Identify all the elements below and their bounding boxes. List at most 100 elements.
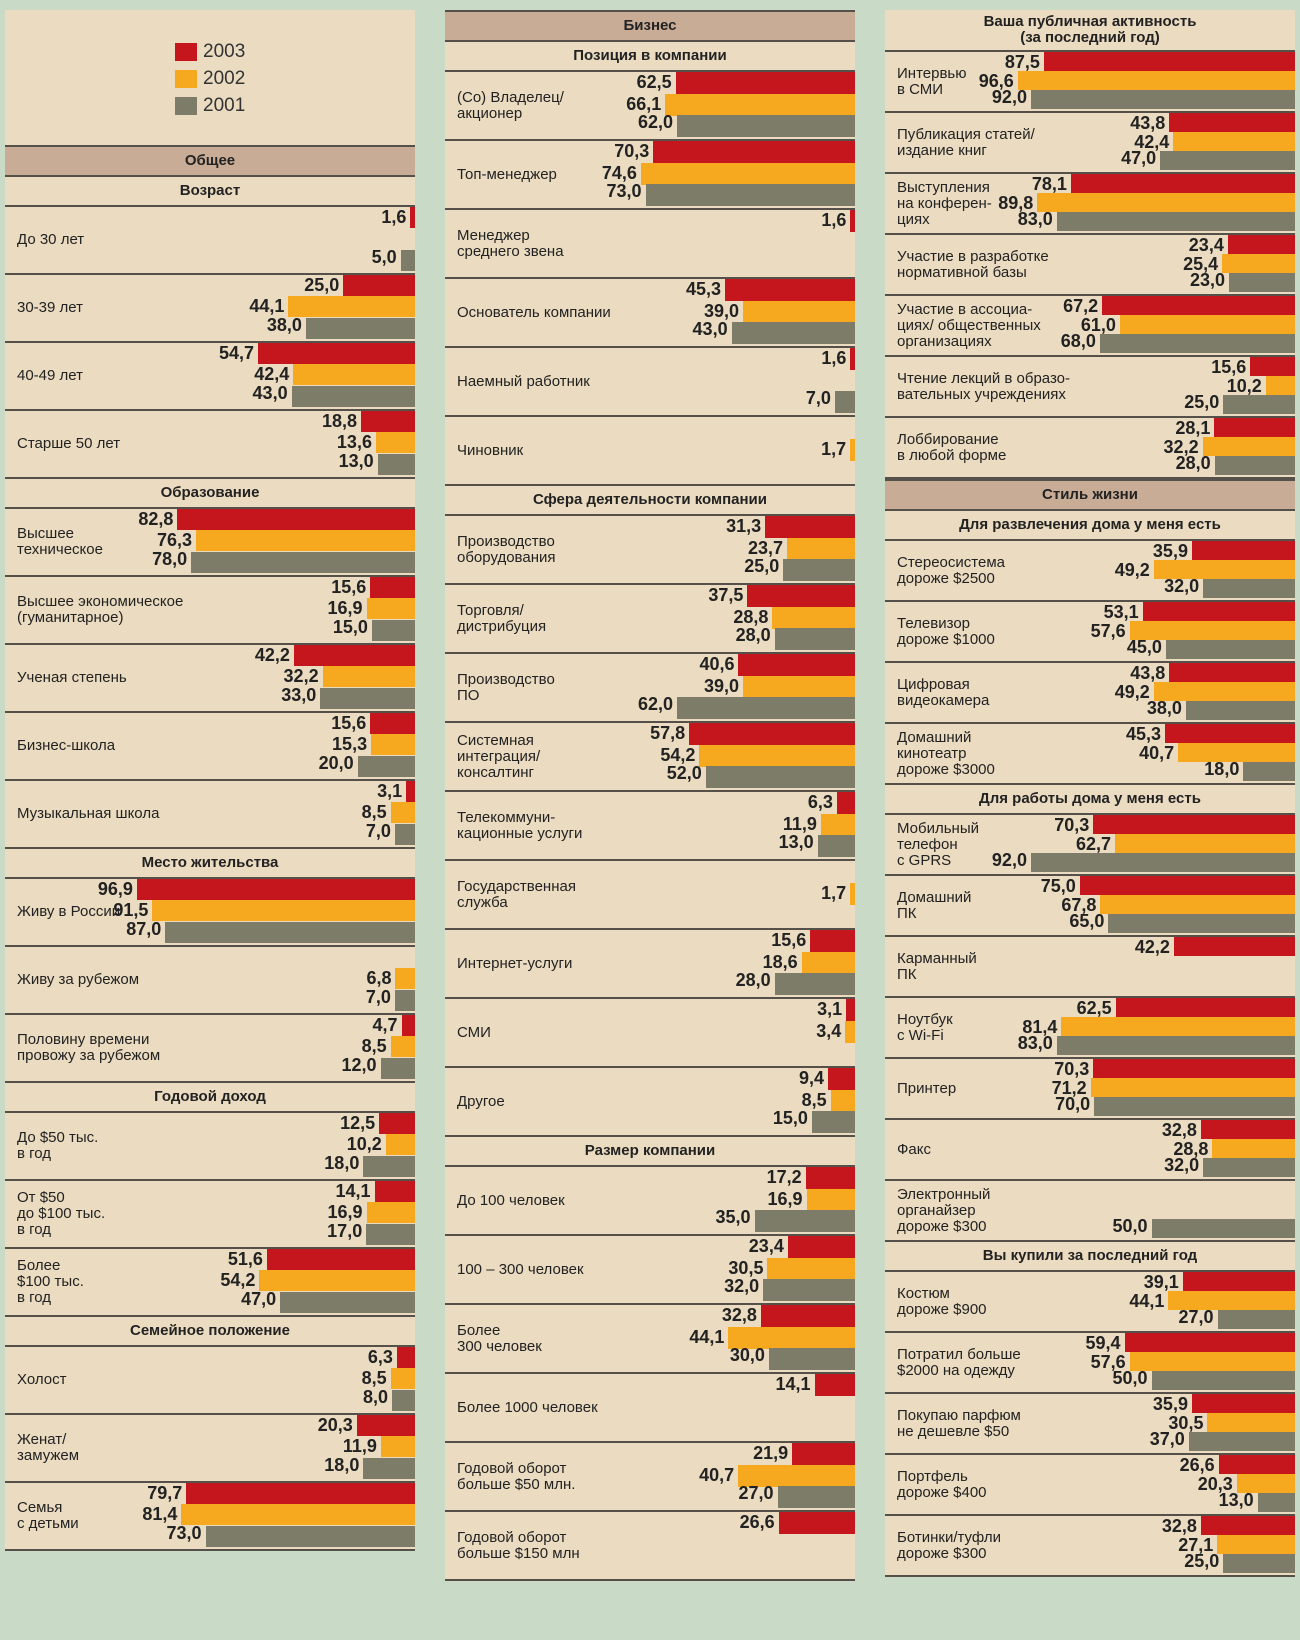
bar-2003: [1102, 296, 1295, 315]
data-label-2003: 79,7: [147, 1483, 183, 1503]
data-label-2003: 70,3: [614, 141, 650, 161]
data-label-2002: 1,7: [821, 439, 847, 459]
chart-row: Другое 9,4 8,5 15,0: [445, 1068, 855, 1137]
data-label-2003: 15,6: [771, 930, 807, 950]
subsection-title: Для работы дома у меня есть: [885, 785, 1295, 815]
data-label-2003: 43,8: [1130, 663, 1166, 683]
row-label: Наемный работник: [457, 372, 590, 390]
subsection-title: Место жительства: [5, 849, 415, 879]
data-label-2003: 59,4: [1085, 1333, 1121, 1353]
bar-2003: [792, 1443, 855, 1465]
subsection-title: Годовой доход: [5, 1083, 415, 1113]
chart-row: Государственная служба 1,7: [445, 861, 855, 930]
chart-row: Холост 6,3 8,5 8,0: [5, 1347, 415, 1415]
bar-2002: [801, 952, 855, 974]
column-title: Ваша публичная активность (за последний …: [885, 10, 1295, 52]
bar-2003: [379, 1113, 415, 1134]
chart-row: 40-49 лет 54,7 42,4 43,0: [5, 343, 415, 411]
bar-2003: [343, 275, 415, 296]
bar-2002: [1017, 71, 1295, 90]
bar-2001: [371, 620, 415, 641]
data-label-2003: 21,9: [753, 1443, 789, 1463]
bar-2001: [380, 1058, 415, 1079]
data-label-2003: 32,8: [1161, 1120, 1197, 1140]
data-label-2001: 20,0: [318, 753, 354, 773]
row-label: Карманный ПК: [897, 949, 977, 983]
data-label-2001: 25,0: [1184, 392, 1220, 412]
data-label-2001: 38,0: [1146, 698, 1182, 718]
data-label-2002: 61,0: [1080, 315, 1116, 335]
data-label-2003: 75,0: [1040, 876, 1076, 896]
chart-row: Публикация статей/ издание книг 43,8 42,4 4…: [885, 113, 1295, 174]
chart-row: Ученая степень 42,2 32,2 33,0: [5, 645, 415, 713]
chart-row: 100 – 300 человек 23,4 30,5 32,0: [445, 1236, 855, 1305]
bar-2001: [357, 756, 415, 777]
chart-row: Цифровая видеокамера 43,8 49,2 38,0: [885, 663, 1295, 724]
row-label: Телекоммуни- кационные услуги: [457, 808, 583, 842]
data-label-2002: 40,7: [1139, 743, 1175, 763]
bar-2001: [392, 1390, 415, 1411]
row-label: Интервью в СМИ: [897, 64, 967, 98]
bar-2003: [810, 930, 855, 952]
data-label-2001: 83,0: [1017, 209, 1053, 229]
legend-label: 2003: [203, 40, 246, 62]
data-label-2002: 20,3: [1197, 1474, 1233, 1494]
bar-2002: [390, 802, 415, 823]
data-label-2002: 23,7: [747, 538, 783, 558]
data-label-2002: 44,1: [1129, 1291, 1165, 1311]
data-label-2003: 17,2: [766, 1167, 802, 1187]
bar-2002: [375, 432, 415, 453]
row-label: Годовой оборот больше $50 млн.: [457, 1459, 576, 1493]
data-label-2003: 15,6: [331, 577, 367, 597]
subsection-title: Позиция в компании: [445, 42, 855, 72]
bar-2001: [783, 559, 855, 581]
bar-2002: [1129, 621, 1295, 640]
data-label-2002: 32,2: [283, 666, 319, 686]
data-label-2001: 5,0: [371, 247, 397, 267]
legend-item-2003: 2003: [175, 38, 245, 65]
data-label-2002: 10,2: [1226, 376, 1262, 396]
bar-2002: [1037, 193, 1295, 212]
chart-row: Основатель компании 45,3 39,0 43,0: [445, 279, 855, 348]
chart-row: Лоббирование в любой форме 28,1 32,2 28,0: [885, 418, 1295, 479]
row-label: 30-39 лет: [17, 299, 83, 316]
row-label: Бизнес-школа: [17, 737, 116, 754]
chart-row: Стереосистема дороже $2500 35,9 49,2 32,0: [885, 541, 1295, 602]
data-label-2002: 8,5: [801, 1090, 827, 1110]
row-label: Участие в ассоциа- циях/ общественных ор…: [897, 300, 1041, 350]
bar-2002: [767, 1258, 855, 1280]
bar-2003: [370, 577, 415, 598]
row-label: Покупаю парфюм не дешевле $50: [897, 1406, 1021, 1440]
chart-row: Женат/ замужем 20,3 11,9 18,0: [5, 1415, 415, 1483]
row-label: 100 – 300 человек: [457, 1260, 584, 1278]
data-label-2003: 37,5: [708, 585, 744, 605]
row-label: Ботинки/туфли дороже $300: [897, 1528, 1002, 1562]
data-label-2001: 37,0: [1149, 1429, 1185, 1449]
row-label: Государственная служба: [457, 877, 576, 911]
row-label: Живу в России: [17, 903, 121, 920]
legend-label: 2001: [203, 94, 246, 116]
data-label-2001: 62,0: [638, 694, 674, 714]
chart-row: Музыкальная школа 3,1 8,5 7,0: [5, 781, 415, 849]
row-label: Мобильный телефон с GPRS: [897, 819, 979, 869]
bar-2001: [777, 1486, 855, 1508]
column-activity: Ваша публичная активность (за последний …: [885, 10, 1295, 1577]
bar-2002: [806, 1189, 855, 1211]
bar-2001: [1203, 1158, 1295, 1177]
data-label-2001: 17,0: [327, 1221, 363, 1241]
chart-row: Высшее экономическое (гуманитарное) 15,6 1…: [5, 577, 415, 645]
chart-row: От $50 до $100 тыс. в год 14,1 16,9 17,0: [5, 1181, 415, 1249]
chart-row: Ботинки/туфли дороже $300 32,8 27,1 25,0: [885, 1516, 1295, 1577]
data-label-2002: 11,9: [342, 1436, 377, 1456]
bar-2003: [1142, 602, 1295, 621]
data-label-2003: 42,2: [254, 645, 290, 665]
legend-item-2001: 2001: [175, 92, 245, 119]
chart-row: Принтер 70,3 71,2 70,0: [885, 1059, 1295, 1120]
row-label: СМИ: [457, 1023, 491, 1041]
legend-swatch: [175, 69, 197, 88]
bar-2003: [1165, 724, 1295, 743]
row-label: Чиновник: [457, 441, 524, 459]
data-label-2002: 74,6: [601, 163, 637, 183]
row-label: Семья с детьми: [17, 1499, 79, 1532]
bar-2003: [675, 72, 855, 94]
